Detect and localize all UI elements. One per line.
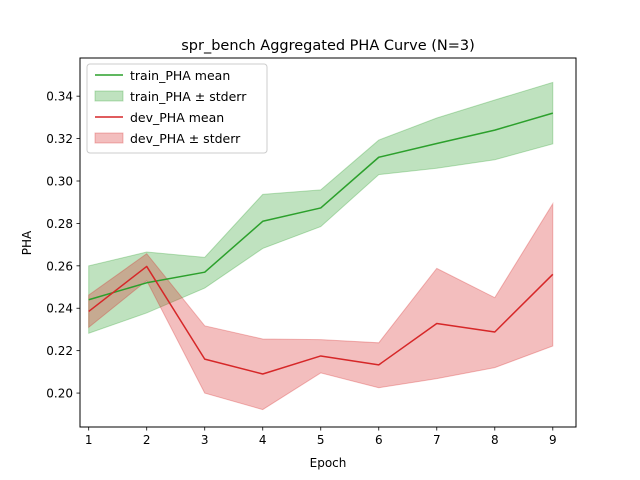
y-tick-label: 0.24 (46, 302, 73, 316)
x-tick-label: 2 (143, 433, 151, 447)
y-axis-label: PHA (20, 230, 34, 255)
x-tick-label: 7 (433, 433, 441, 447)
x-tick-label: 9 (549, 433, 557, 447)
x-axis: 1 2 3 4 5 6 7 8 9 (85, 427, 557, 447)
y-tick-label: 0.28 (46, 217, 73, 231)
plot-area (88, 81, 554, 411)
train-pha-mean-line (88, 112, 554, 301)
x-tick-label: 1 (85, 433, 93, 447)
x-tick-label: 5 (317, 433, 325, 447)
y-axis: 0.20 0.22 0.24 0.26 0.28 0.30 0.32 0.34 (46, 90, 80, 401)
y-tick-label: 0.26 (46, 259, 73, 273)
x-axis-label: Epoch (310, 456, 347, 470)
y-tick-label: 0.22 (46, 344, 73, 358)
axes-frame (79, 57, 577, 428)
legend-swatch-dev-band (94, 132, 124, 144)
dev-pha-mean-line (88, 265, 554, 375)
x-tick-label: 6 (375, 433, 383, 447)
y-tick-label: 0.30 (46, 175, 73, 189)
y-tick-label: 0.34 (46, 90, 73, 104)
x-tick-label: 3 (201, 433, 209, 447)
legend-label-dev-mean: dev_PHA mean (130, 110, 224, 125)
legend-label-train-mean: train_PHA mean (130, 68, 230, 83)
legend-box (86, 63, 268, 154)
y-tick-label: 0.20 (46, 387, 73, 401)
y-tick-label: 0.32 (46, 132, 73, 146)
x-tick-label: 4 (259, 433, 267, 447)
legend-swatch-train-band (94, 90, 124, 102)
chart-title: spr_bench Aggregated PHA Curve (N=3) (181, 38, 475, 54)
legend-label-train-band: train_PHA ± stderr (130, 89, 247, 104)
legend: train_PHA mean train_PHA ± stderr dev_PH… (86, 63, 268, 154)
x-tick-label: 8 (491, 433, 499, 447)
legend-label-dev-band: dev_PHA ± stderr (130, 131, 241, 146)
